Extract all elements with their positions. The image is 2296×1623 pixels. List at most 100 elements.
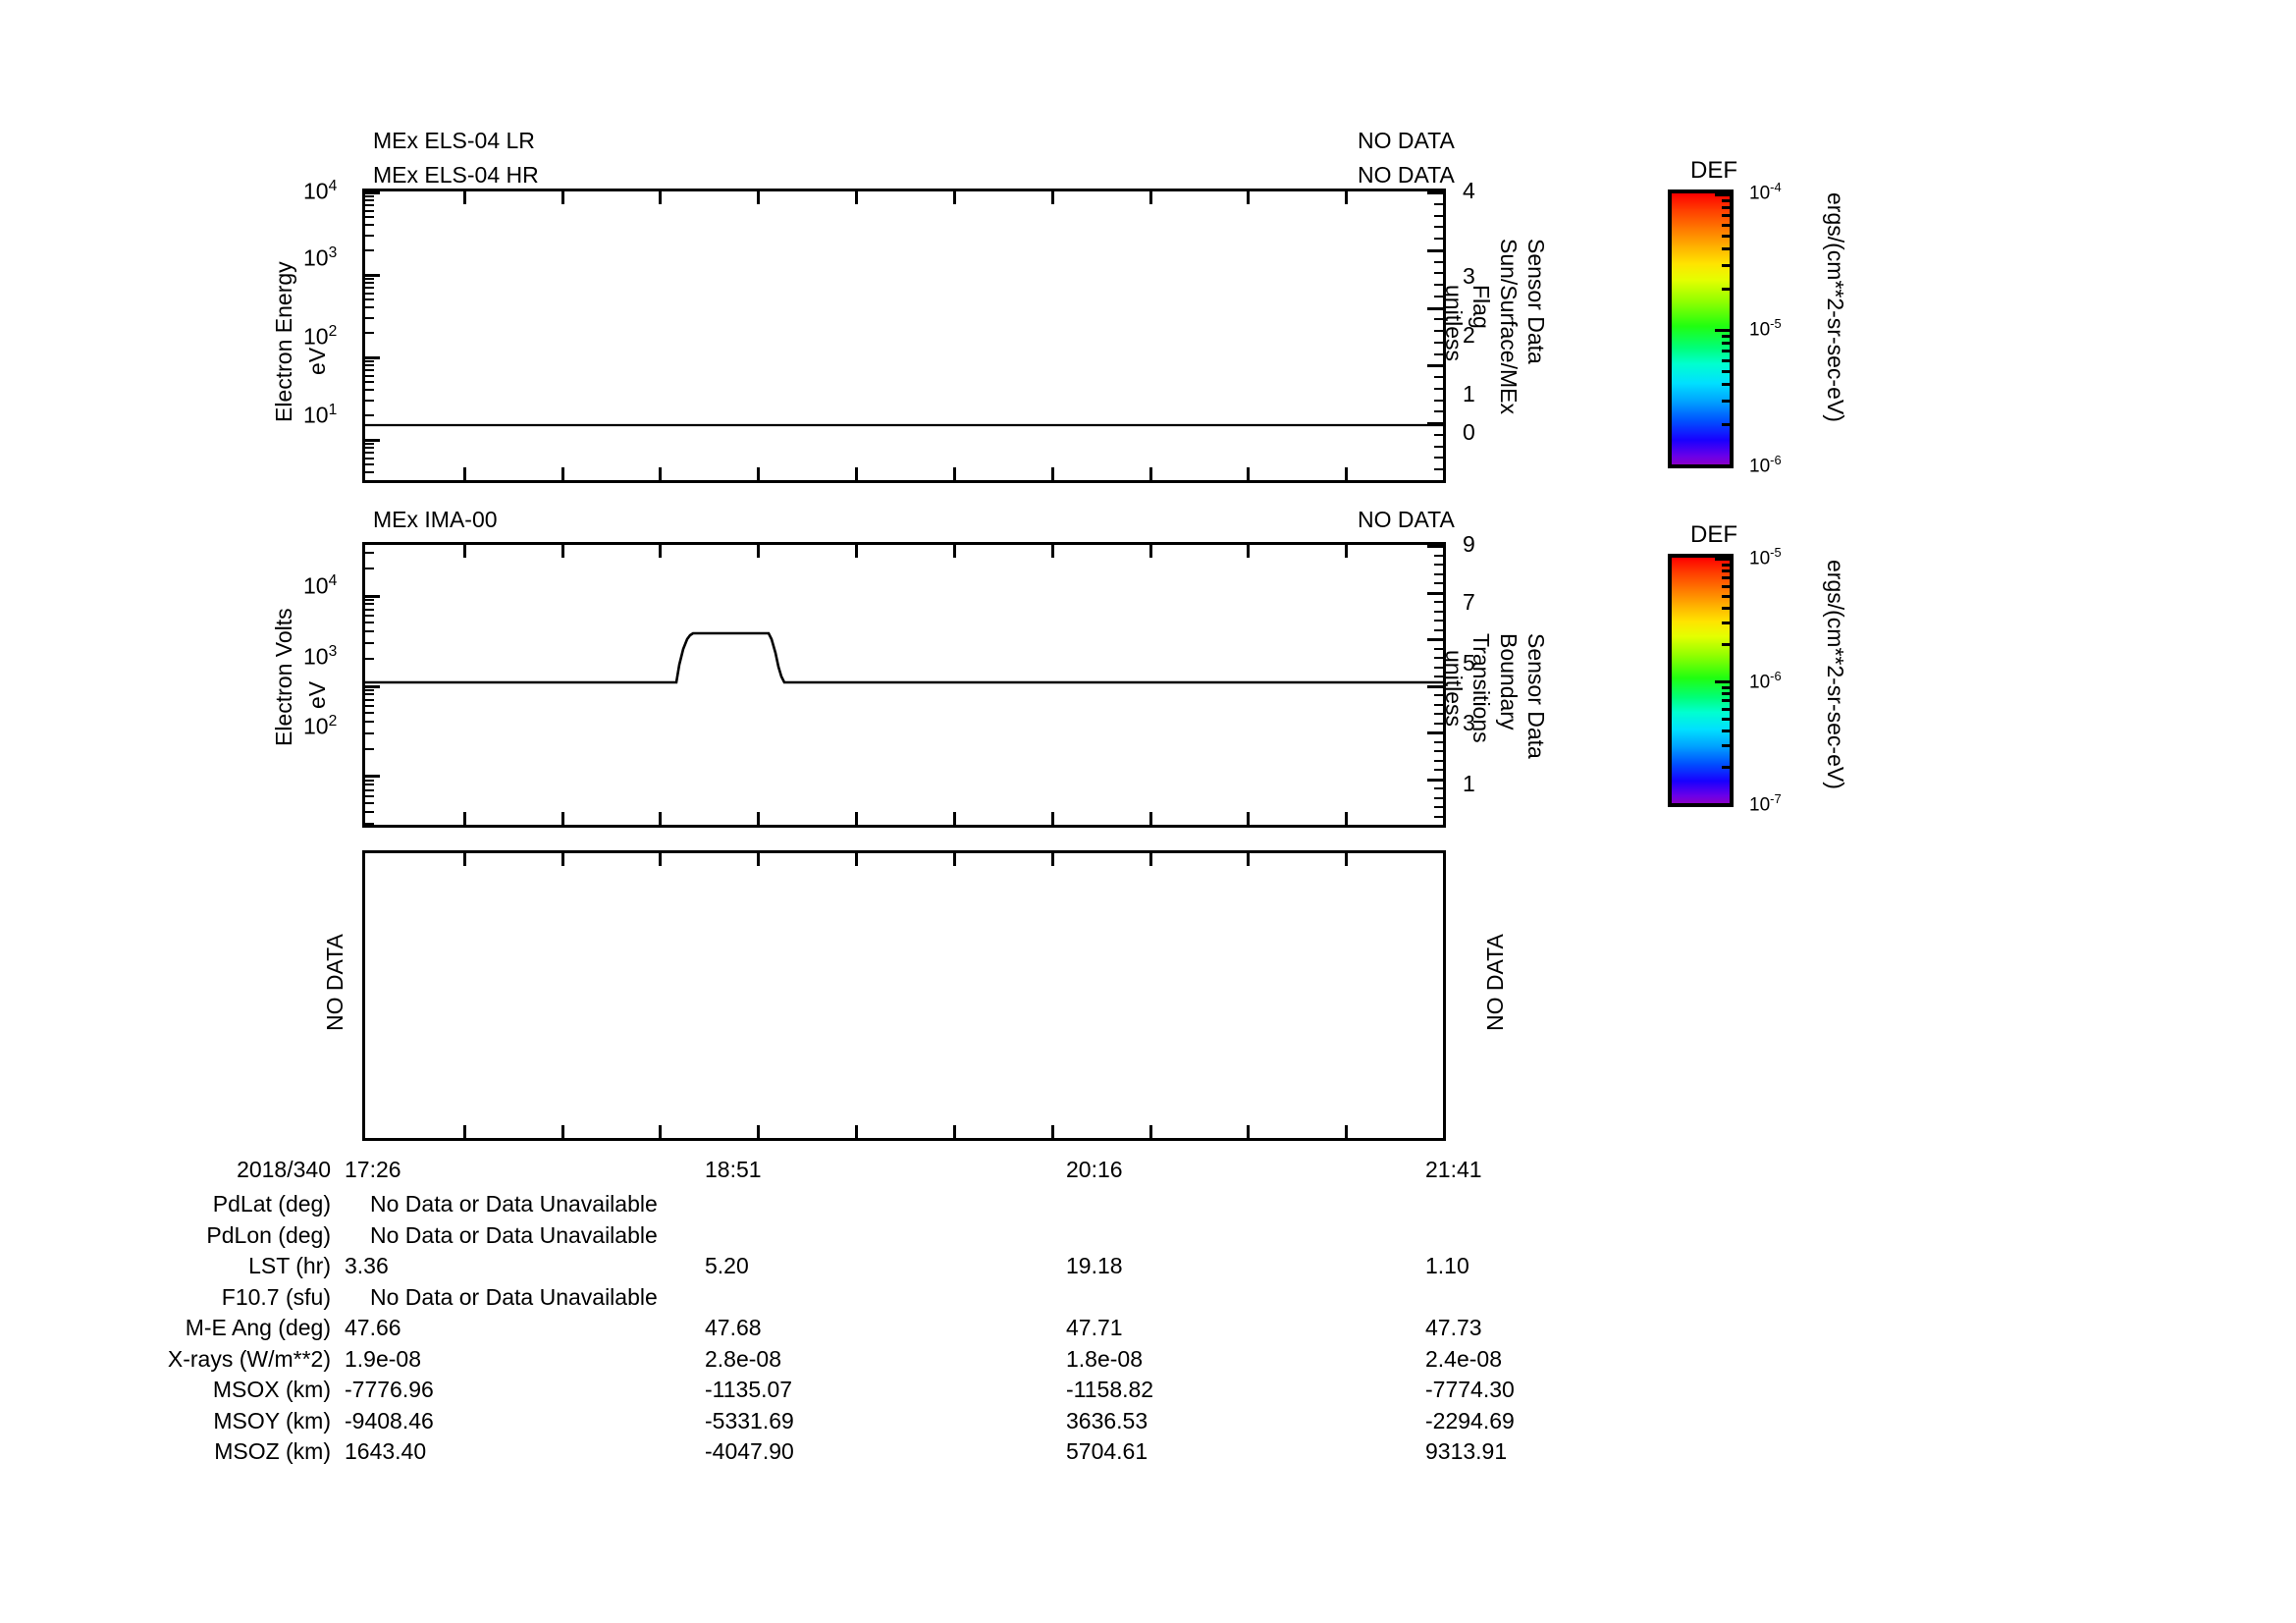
y-tick — [365, 603, 374, 606]
colorbar-tick — [1722, 744, 1730, 748]
y-tick — [365, 442, 374, 445]
colorbar-tick — [1722, 576, 1730, 580]
panel3-right-nodata: NO DATA — [1482, 934, 1508, 1031]
y-tick — [365, 794, 374, 797]
footer-cell-value: 1643.40 — [345, 1438, 427, 1464]
panel2-rtick-1: 1 — [1463, 771, 1475, 796]
colorbar2-min-label: 10-7 — [1749, 791, 1782, 816]
y-tick — [365, 389, 374, 392]
x-tick — [1148, 545, 1152, 558]
x-tick — [659, 853, 663, 866]
y-tick-right — [1427, 422, 1443, 426]
time-axis-date: 2018/340 — [237, 1157, 331, 1182]
panel-electron-volts[interactable] — [362, 542, 1446, 828]
y-tick — [365, 630, 374, 633]
y-tick — [365, 194, 374, 197]
y-tick-right — [1434, 610, 1443, 613]
x-tick — [462, 853, 466, 866]
panel-empty[interactable] — [362, 850, 1446, 1141]
x-tick — [1050, 191, 1054, 204]
colorbar-tick — [1722, 606, 1730, 610]
colorbar-tick — [1722, 234, 1730, 238]
panel2-rtick-5: 5 — [1463, 650, 1475, 676]
colorbar2-title: DEF — [1690, 521, 1737, 548]
y-tick — [365, 688, 374, 691]
x-tick — [659, 467, 663, 480]
y-tick-right — [1434, 582, 1443, 584]
footer-cell-value: 1.10 — [1425, 1253, 1469, 1278]
y-tick-right — [1427, 638, 1443, 641]
x-tick — [952, 1125, 956, 1138]
time-tick-0: 17:26 — [345, 1157, 401, 1182]
y-tick — [365, 463, 374, 466]
y-tick — [365, 641, 374, 644]
panel1-rtick-1: 1 — [1463, 381, 1475, 406]
y-tick — [365, 788, 374, 791]
panel2-ytick-1e3: 103 — [303, 643, 338, 670]
footer-row-span-value: No Data or Data Unavailable — [370, 1191, 658, 1217]
footer-row-label: MSOZ (km) — [214, 1438, 331, 1464]
footer-cell-value: 2.8e-08 — [705, 1345, 782, 1372]
y-tick — [365, 608, 374, 611]
panel2-right-title: NO DATA — [1358, 507, 1455, 532]
y-tick-right — [1434, 647, 1443, 650]
y-tick-right — [1434, 330, 1443, 333]
colorbar-tick — [1722, 766, 1730, 770]
colorbar-tick — [1722, 699, 1730, 703]
y-tick-right — [1427, 191, 1443, 194]
y-tick-right — [1427, 778, 1443, 782]
y-tick — [365, 399, 374, 402]
panel1-ytick-1e3: 103 — [303, 244, 338, 271]
x-tick — [659, 1125, 663, 1138]
footer-cell-value: 47.66 — [345, 1315, 401, 1340]
panel1-rtick-4: 4 — [1463, 178, 1475, 203]
y-tick — [365, 216, 374, 219]
x-tick — [952, 467, 956, 480]
y-tick — [365, 784, 374, 786]
y-tick — [365, 248, 374, 251]
y-tick-right — [1434, 694, 1443, 696]
x-tick — [757, 191, 761, 204]
y-tick-right — [1434, 740, 1443, 743]
y-tick — [365, 234, 374, 237]
y-tick-right — [1434, 352, 1443, 355]
x-tick — [1148, 853, 1152, 866]
x-tick — [855, 545, 859, 558]
colorbar-tick — [1722, 214, 1730, 218]
y-tick-right — [1434, 399, 1443, 402]
x-tick — [561, 853, 564, 866]
colorbar-tick — [1722, 358, 1730, 362]
y-tick-right — [1434, 796, 1443, 799]
footer-cell-value: -7774.30 — [1425, 1377, 1515, 1402]
y-tick — [365, 287, 374, 289]
x-tick — [1247, 191, 1251, 204]
x-tick — [561, 545, 564, 558]
x-tick — [952, 812, 956, 825]
y-tick-right — [1427, 731, 1443, 734]
footer-row-label: PdLon (deg) — [206, 1221, 331, 1248]
x-tick — [855, 191, 859, 204]
y-tick — [365, 439, 380, 442]
footer-cell-value: 2.4e-08 — [1425, 1345, 1503, 1372]
footer-cell-value: -7776.96 — [345, 1377, 434, 1402]
colorbar-tick — [1722, 622, 1730, 625]
y-tick — [365, 551, 374, 554]
x-tick — [757, 467, 761, 480]
panel2-boundary-trace — [365, 631, 1443, 684]
panel2-rtick-9: 9 — [1463, 531, 1475, 557]
y-tick — [365, 594, 380, 598]
panel-electron-energy[interactable] — [362, 189, 1446, 483]
x-tick — [1148, 467, 1152, 480]
colorbar-tick — [1715, 680, 1730, 683]
y-tick — [365, 598, 374, 601]
panel1-yunits-text: eV — [304, 347, 330, 375]
x-tick — [1345, 545, 1349, 558]
y-tick-right — [1434, 554, 1443, 557]
panel1-ytick-1e4: 104 — [303, 178, 338, 204]
colorbar-tick — [1722, 199, 1730, 203]
y-tick — [365, 447, 374, 450]
y-tick — [365, 356, 380, 359]
y-tick-right — [1434, 676, 1443, 677]
y-tick-right — [1427, 248, 1443, 252]
x-tick — [855, 853, 859, 866]
